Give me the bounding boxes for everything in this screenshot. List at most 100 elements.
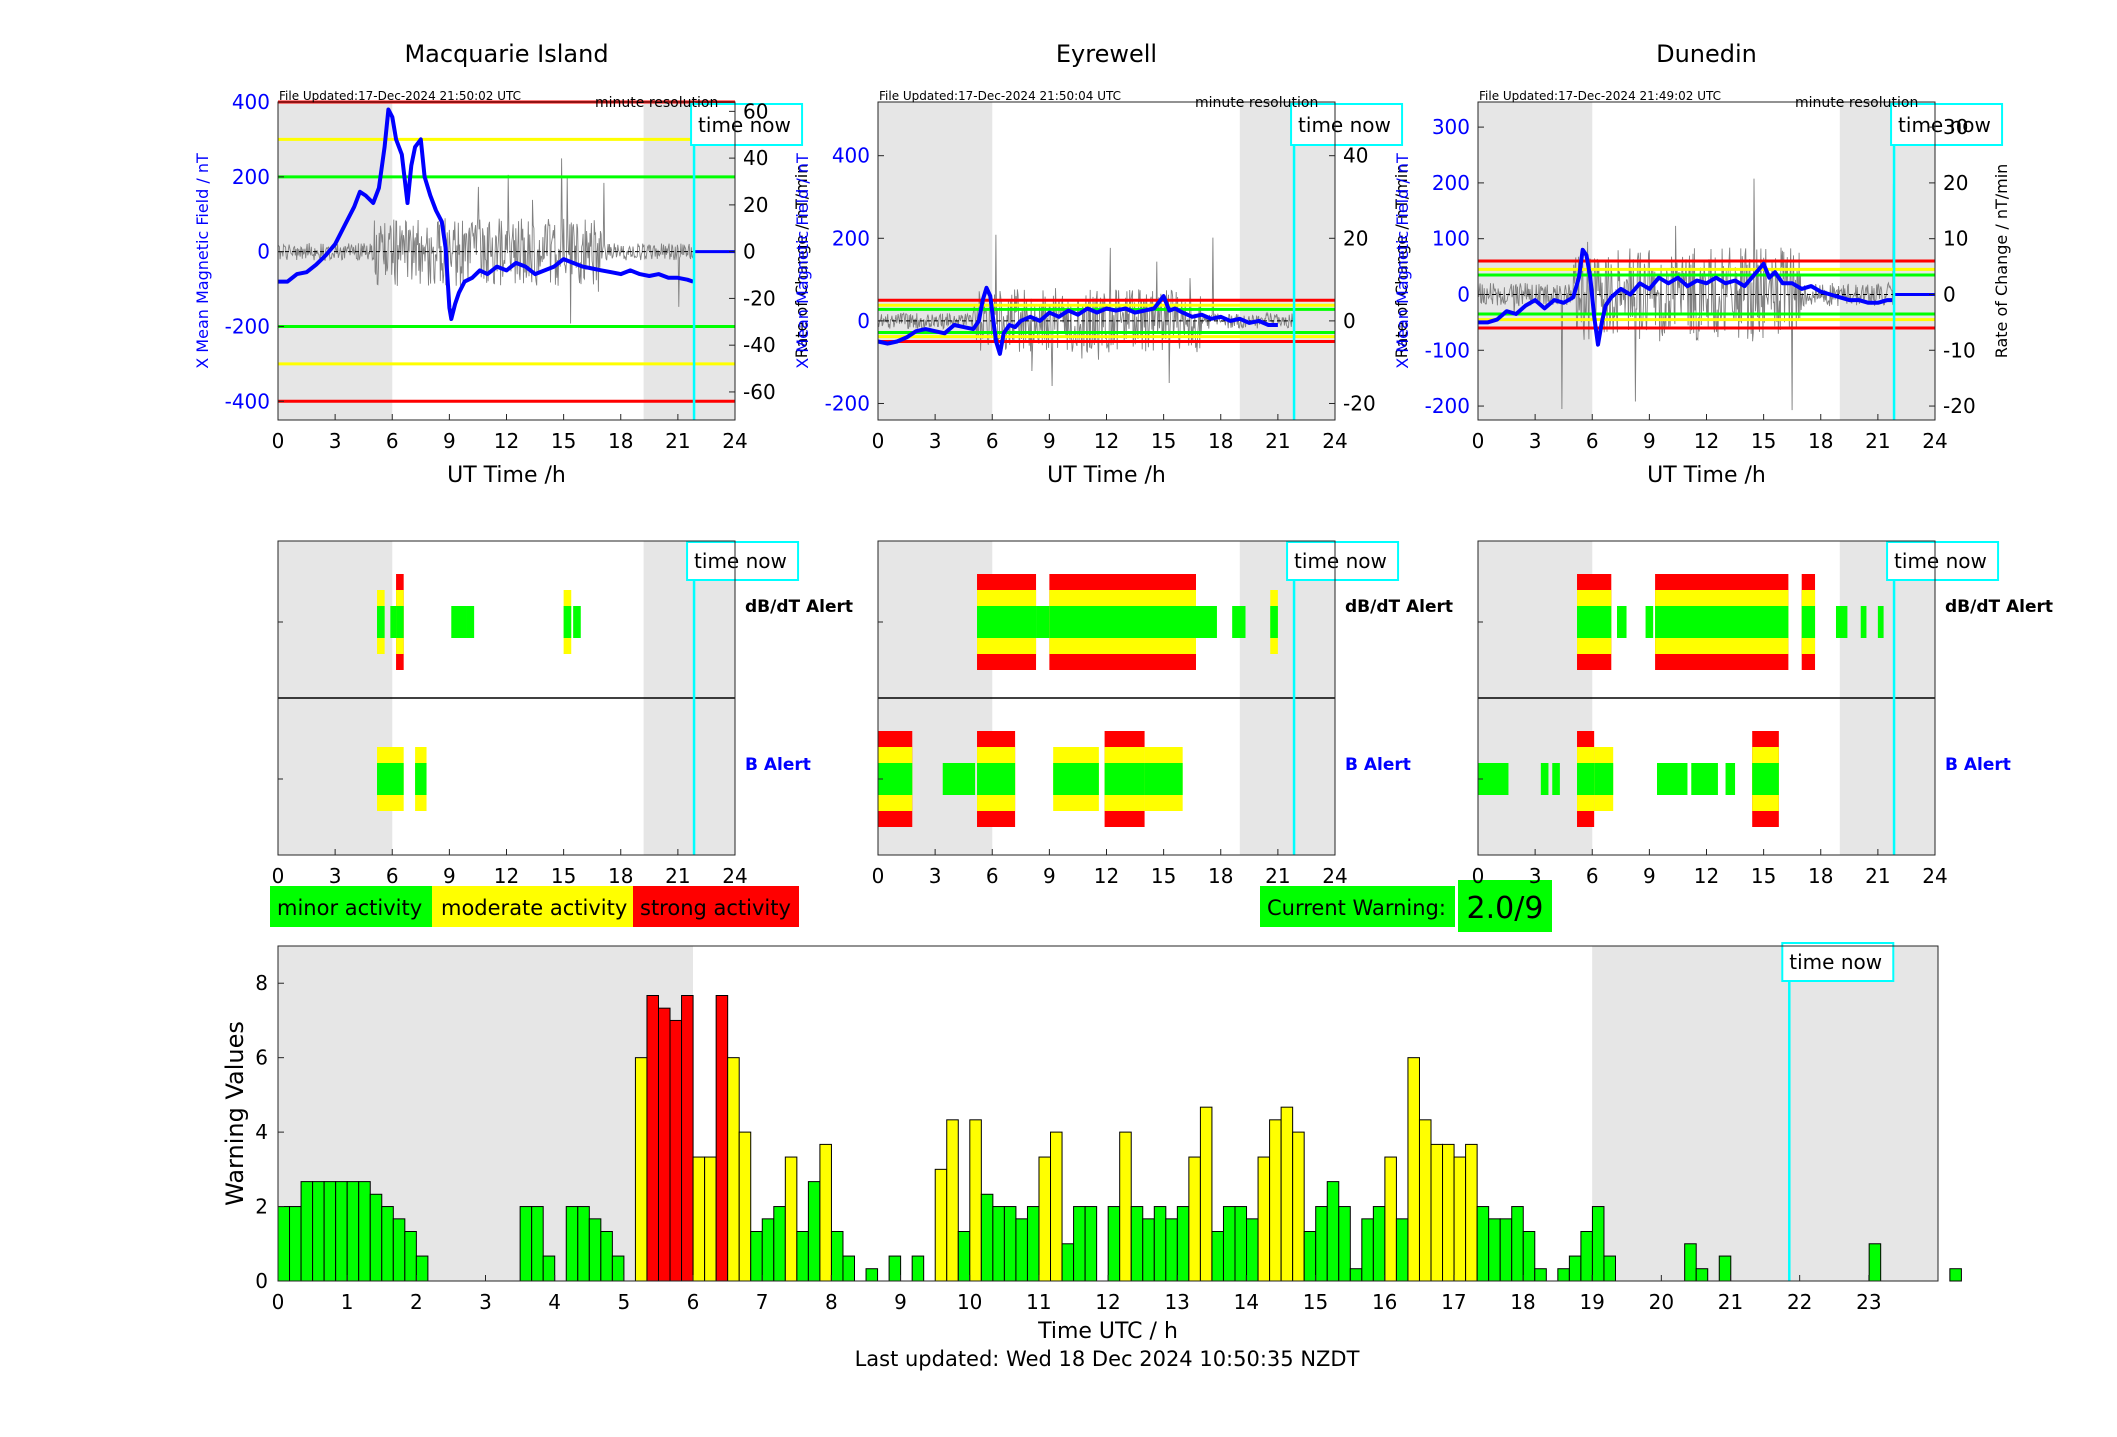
dbdt-alert-label: dB/dT Alert [745,597,853,617]
legend-moderate-label: moderate activity [441,896,627,920]
warning-bar [750,1230,763,1282]
y-right-tick-label: 20 [1943,171,1968,195]
warning-bar [1384,1156,1397,1282]
warning-bar [1718,1255,1732,1282]
warning-bar [1073,1206,1086,1282]
histogram-x-tick-label: 11 [1026,1290,1051,1314]
legend: minor activity moderate activity strong … [270,886,799,927]
warning-bar [312,1181,325,1282]
y-right-tick-label: 40 [743,146,768,170]
warning-bar [531,1206,544,1282]
warning-bar [323,1181,337,1282]
alert-minor-segment [1645,606,1654,638]
x-tick-label: 6 [386,429,399,453]
alert-minor-segment [1049,606,1196,638]
alert-minor-segment [1577,763,1595,795]
warning-bar [369,1193,383,1282]
histogram-time-now-box [1781,942,1895,982]
warning-bar [1199,1106,1213,1282]
x-tick-label: 15 [1151,429,1176,453]
x-tick-label: 18 [608,429,633,453]
b-alert-label: B Alert [745,755,811,775]
warning-bar [577,1206,590,1282]
y-left-tick-label: 300 [1432,115,1470,139]
warning-bar [1349,1268,1363,1282]
alert-x-tick-label: 21 [1265,864,1290,888]
y-left-tick-label: -200 [825,391,870,415]
y-right-axis-label: Rate of Change / nT/min [1992,164,2011,359]
alert-x-tick-label: 18 [1808,864,1833,888]
histogram-x-tick-label: 16 [1372,1290,1397,1314]
warning-bar [888,1255,902,1282]
legend-moderate-swatch [432,886,633,927]
warning-bar [1395,1218,1409,1282]
alert-minor-segment [1656,763,1688,795]
warning-bar [1234,1206,1248,1282]
x-tick-label: 21 [1265,429,1290,453]
warning-bar [1061,1243,1075,1282]
alert-minor-segment [1552,763,1560,795]
warning-bar [1153,1206,1167,1282]
dbdt-alert-label: dB/dT Alert [1945,597,2053,617]
legend-strong-label: strong activity [640,896,791,920]
alert-minor-segment [878,763,913,795]
histogram-x-tick-label: 10 [957,1290,982,1314]
warning-bar [1003,1206,1017,1282]
alert-minor-segment [466,606,475,638]
b-alert-row [878,731,1183,827]
warning-bar [611,1255,625,1282]
y-left-tick-label: 0 [1457,282,1470,306]
alert-x-tick-label: 18 [1208,864,1233,888]
warning-bar [738,1131,752,1282]
alert-x-tick-label: 9 [443,864,456,888]
x-tick-label: 6 [986,429,999,453]
alert-x-tick-label: 6 [386,864,399,888]
warning-bar [830,1230,844,1282]
warning-bar [1465,1143,1478,1282]
station-title: Macquarie Island [404,40,608,68]
alert-minor-segment [1655,606,1789,638]
warning-bar [300,1181,314,1282]
warning-bar [1119,1131,1132,1282]
alert-minor-segment [1577,606,1612,638]
histogram-x-tick-label: 4 [548,1290,561,1314]
histogram-x-tick-label: 15 [1303,1290,1328,1314]
alert-x-tick-label: 15 [551,864,576,888]
alert-minor-segment [1617,606,1627,638]
station-panel-2: Eyrewell time now File Updated:17-Dec-2024… [793,40,1453,888]
x-tick-label: 3 [329,429,342,453]
y-left-tick-label: 400 [232,90,270,114]
warning-bar [1084,1206,1098,1282]
warning-bar [1188,1156,1201,1282]
warning-bar [646,995,659,1282]
warning-bar [1568,1255,1582,1282]
x-tick-label: 9 [1643,429,1656,453]
warning-bar [980,1193,994,1282]
alert-time-now-box [686,541,800,581]
warning-bar [807,1181,821,1282]
night-shade [1239,102,1335,420]
histogram-x-tick-label: 9 [894,1290,907,1314]
histogram-x-tick-label: 5 [617,1290,630,1314]
warning-bar [657,1007,671,1282]
histogram-x-tick-label: 17 [1441,1290,1466,1314]
x-axis-label: UT Time /h [447,463,566,488]
rate-of-change-trace [277,158,695,324]
histogram-x-axis-label: Time UTC / h [1037,1319,1178,1344]
y-left-axis-label: X Mean Magnetic Field / nT [193,153,212,369]
warning-bar [1949,1268,1962,1282]
histogram-x-tick-label: 7 [756,1290,769,1314]
warning-bar [865,1268,879,1282]
y-right-axis-label: Rate of Change / nT/min [792,164,811,359]
x-tick-label: 18 [1208,429,1233,453]
alert-minor-segment [1053,763,1099,795]
warning-bar [1591,1206,1605,1282]
histogram-x-tick-label: 21 [1718,1290,1743,1314]
alert-minor-segment [573,606,581,638]
x-tick-label: 0 [1472,429,1485,453]
time-now-label: time now [1298,113,1391,137]
y-right-tick-label: 0 [1943,282,1956,306]
warning-bar [1580,1230,1593,1282]
warning-bar [1269,1119,1282,1282]
